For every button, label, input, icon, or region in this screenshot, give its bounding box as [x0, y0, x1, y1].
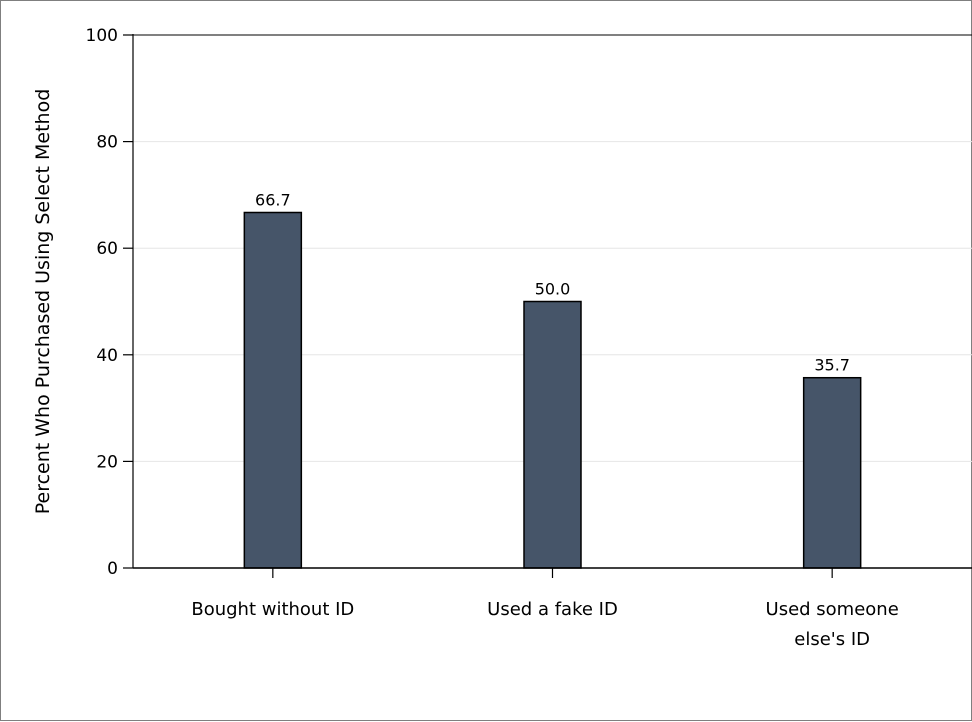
x-tick-label-0-0: Bought without ID	[191, 599, 354, 620]
bar-1	[523, 300, 582, 569]
x-tick-label-1-0: Used a fake ID	[487, 599, 618, 620]
labels: 66.7 Bought without ID 50.0 Used a fake ID 3…	[86, 26, 899, 650]
data-label-0: 66.7	[255, 190, 291, 209]
data-label-1: 50.0	[535, 280, 571, 299]
bar-2	[802, 376, 862, 569]
axes	[123, 34, 972, 578]
bar-0	[243, 211, 303, 569]
bars	[243, 211, 862, 569]
data-label-2: 35.7	[814, 356, 850, 375]
y-axis-title: Percent Who Purchased Using Select Metho…	[32, 89, 54, 515]
x-tick-label-2-0: Used someone	[766, 599, 899, 620]
y-tick-label-20: 20	[96, 452, 118, 472]
x-tick-label-2-1: else's ID	[794, 629, 870, 650]
y-tick-label-100: 100	[86, 26, 118, 46]
y-tick-label-40: 40	[96, 346, 118, 366]
y-tick-label-60: 60	[96, 239, 118, 259]
y-tick-label-80: 80	[96, 133, 118, 153]
y-tick-label-0: 0	[107, 559, 118, 579]
